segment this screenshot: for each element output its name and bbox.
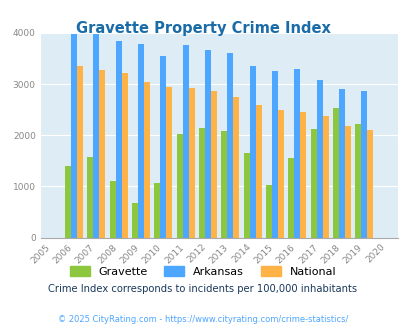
Bar [344, 126, 350, 238]
Bar [166, 87, 172, 238]
Bar [367, 130, 373, 238]
Bar [154, 183, 160, 238]
Bar [77, 66, 83, 238]
Bar [316, 80, 322, 238]
Bar [205, 50, 211, 238]
Bar [198, 128, 205, 238]
Text: Gravette Property Crime Index: Gravette Property Crime Index [75, 21, 330, 36]
Bar [176, 134, 182, 238]
Bar [310, 129, 316, 238]
Bar [338, 89, 344, 238]
Bar [300, 112, 306, 238]
Text: Crime Index corresponds to incidents per 100,000 inhabitants: Crime Index corresponds to incidents per… [48, 284, 357, 294]
Bar [122, 73, 128, 238]
Bar [322, 116, 328, 238]
Bar [360, 91, 367, 238]
Bar [288, 158, 294, 238]
Legend: Gravette, Arkansas, National: Gravette, Arkansas, National [65, 261, 340, 281]
Bar [71, 34, 77, 238]
Bar [132, 203, 138, 238]
Text: © 2025 CityRating.com - https://www.cityrating.com/crime-statistics/: © 2025 CityRating.com - https://www.city… [58, 315, 347, 324]
Bar [109, 181, 115, 238]
Bar [294, 69, 300, 238]
Bar [99, 70, 105, 238]
Bar [138, 44, 144, 238]
Bar [221, 131, 227, 238]
Bar [211, 91, 217, 238]
Bar [271, 71, 277, 238]
Bar [188, 88, 194, 238]
Bar [332, 108, 338, 238]
Bar [243, 153, 249, 238]
Bar [233, 97, 239, 238]
Bar [354, 123, 360, 238]
Bar [160, 55, 166, 238]
Bar [87, 157, 93, 238]
Bar [227, 53, 233, 238]
Bar [182, 45, 188, 238]
Bar [144, 82, 150, 238]
Bar [255, 105, 261, 238]
Bar [277, 110, 284, 238]
Bar [249, 66, 255, 238]
Bar [115, 41, 122, 238]
Bar [265, 185, 271, 238]
Bar [65, 166, 71, 238]
Bar [93, 34, 99, 238]
